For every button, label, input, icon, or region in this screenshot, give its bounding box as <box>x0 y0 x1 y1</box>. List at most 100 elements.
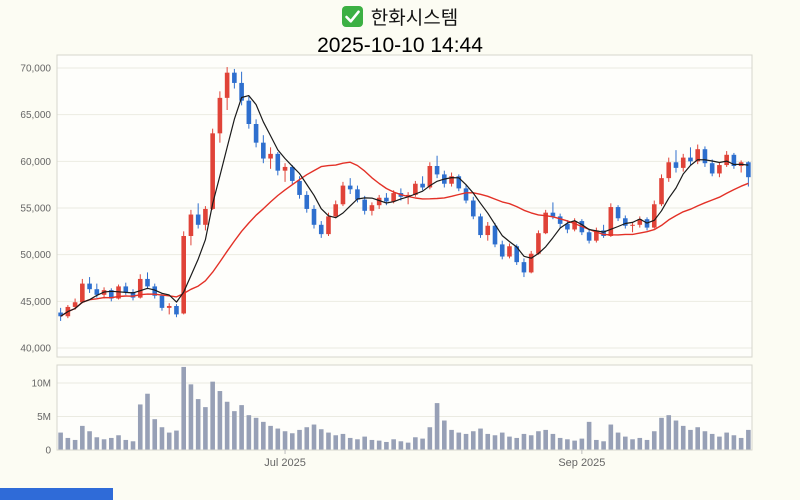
candle[interactable] <box>659 174 664 207</box>
candle[interactable] <box>463 184 469 204</box>
candle[interactable] <box>702 146 708 167</box>
volume-bar[interactable] <box>507 436 512 450</box>
volume-bar[interactable] <box>282 431 288 450</box>
volume-bar[interactable] <box>108 437 114 450</box>
volume-bar[interactable] <box>94 437 100 450</box>
volume-bar[interactable] <box>166 432 172 450</box>
volume-bar[interactable] <box>181 366 186 450</box>
candle[interactable] <box>630 222 635 233</box>
candle[interactable] <box>485 222 491 241</box>
volume-bar[interactable] <box>601 441 606 450</box>
volume-bar[interactable] <box>304 427 310 450</box>
candle[interactable] <box>159 292 165 311</box>
candle[interactable] <box>333 200 339 219</box>
candle[interactable] <box>246 96 252 129</box>
price-plot-area[interactable] <box>57 55 752 357</box>
candle[interactable] <box>420 176 425 191</box>
candle[interactable] <box>376 194 382 209</box>
volume-bar[interactable] <box>731 435 737 450</box>
candle[interactable] <box>586 228 592 244</box>
volume-bar[interactable] <box>224 401 230 450</box>
candle[interactable] <box>717 162 722 178</box>
volume-bar[interactable] <box>123 439 129 450</box>
volume-bar[interactable] <box>376 440 382 450</box>
volume-bar[interactable] <box>297 429 302 450</box>
volume-bar[interactable] <box>326 432 331 450</box>
candle[interactable] <box>311 205 317 229</box>
candle[interactable] <box>268 147 273 169</box>
volume-bar[interactable] <box>492 435 498 450</box>
candle[interactable] <box>108 288 114 302</box>
candle[interactable] <box>651 200 657 229</box>
candle[interactable] <box>289 165 295 185</box>
volume-bar[interactable] <box>188 384 194 450</box>
candle[interactable] <box>470 196 476 220</box>
volume-bar[interactable] <box>195 399 201 450</box>
panel-backgrounds[interactable] <box>57 55 752 450</box>
volume-bar[interactable] <box>246 415 252 450</box>
volume-bar[interactable] <box>152 419 158 450</box>
candle[interactable] <box>232 68 237 89</box>
volume-bar[interactable] <box>499 432 505 450</box>
candle[interactable] <box>499 240 505 260</box>
volume-bar[interactable] <box>203 407 208 450</box>
volume-bar[interactable] <box>659 417 664 450</box>
candle[interactable] <box>369 202 375 216</box>
candle[interactable] <box>217 91 223 143</box>
candle[interactable] <box>615 205 621 222</box>
volume-bar[interactable] <box>673 420 679 450</box>
volume-bar[interactable] <box>586 421 592 450</box>
volume-bar[interactable] <box>275 428 281 450</box>
candle[interactable] <box>492 222 498 248</box>
volume-bar[interactable] <box>543 429 548 450</box>
volume-bar[interactable] <box>572 440 577 450</box>
volume-bar[interactable] <box>514 437 520 450</box>
candle[interactable] <box>203 206 208 231</box>
candle[interactable] <box>253 119 259 148</box>
volume-bar[interactable] <box>369 439 375 450</box>
volume-bar[interactable] <box>413 437 418 450</box>
candle[interactable] <box>666 157 672 182</box>
volume-bar[interactable] <box>680 425 686 450</box>
candle[interactable] <box>731 152 737 169</box>
candle[interactable] <box>210 128 215 210</box>
volume-bar[interactable] <box>362 436 367 450</box>
volume-bar[interactable] <box>695 427 701 450</box>
volume-bar[interactable] <box>579 438 585 450</box>
volume-bar[interactable] <box>116 435 121 450</box>
candle[interactable] <box>195 203 201 229</box>
volume-bar[interactable] <box>651 431 657 450</box>
volume-bar[interactable] <box>420 438 425 450</box>
volume-bar[interactable] <box>398 441 404 450</box>
candle[interactable] <box>565 220 570 234</box>
candle[interactable] <box>478 213 483 238</box>
volume-bar[interactable] <box>268 425 273 450</box>
volume-bar[interactable] <box>688 429 693 450</box>
candle[interactable] <box>709 159 715 177</box>
volume-bar[interactable] <box>702 431 708 450</box>
volume-bars[interactable] <box>58 366 751 450</box>
candle[interactable] <box>688 147 693 166</box>
volume-bar[interactable] <box>536 431 541 450</box>
volume-bar[interactable] <box>557 437 563 450</box>
volume-bar[interactable] <box>717 436 722 450</box>
volume-bar[interactable] <box>738 437 744 450</box>
volume-bar[interactable] <box>478 428 483 450</box>
candle[interactable] <box>724 151 729 167</box>
candle[interactable] <box>347 178 353 194</box>
volume-bar[interactable] <box>594 439 599 450</box>
volume-bar[interactable] <box>405 442 411 450</box>
volume-bar[interactable] <box>550 433 556 450</box>
candle[interactable] <box>434 155 440 179</box>
volume-bar[interactable] <box>217 391 223 450</box>
candle[interactable] <box>427 162 433 190</box>
volume-bar[interactable] <box>311 424 317 450</box>
candle[interactable] <box>275 152 281 176</box>
volume-bar[interactable] <box>145 393 150 450</box>
candle[interactable] <box>239 71 244 106</box>
volume-bar[interactable] <box>159 427 165 450</box>
volume-bar[interactable] <box>239 405 244 450</box>
candle[interactable] <box>326 212 331 236</box>
candle[interactable] <box>543 209 548 235</box>
volume-bar[interactable] <box>485 433 491 450</box>
